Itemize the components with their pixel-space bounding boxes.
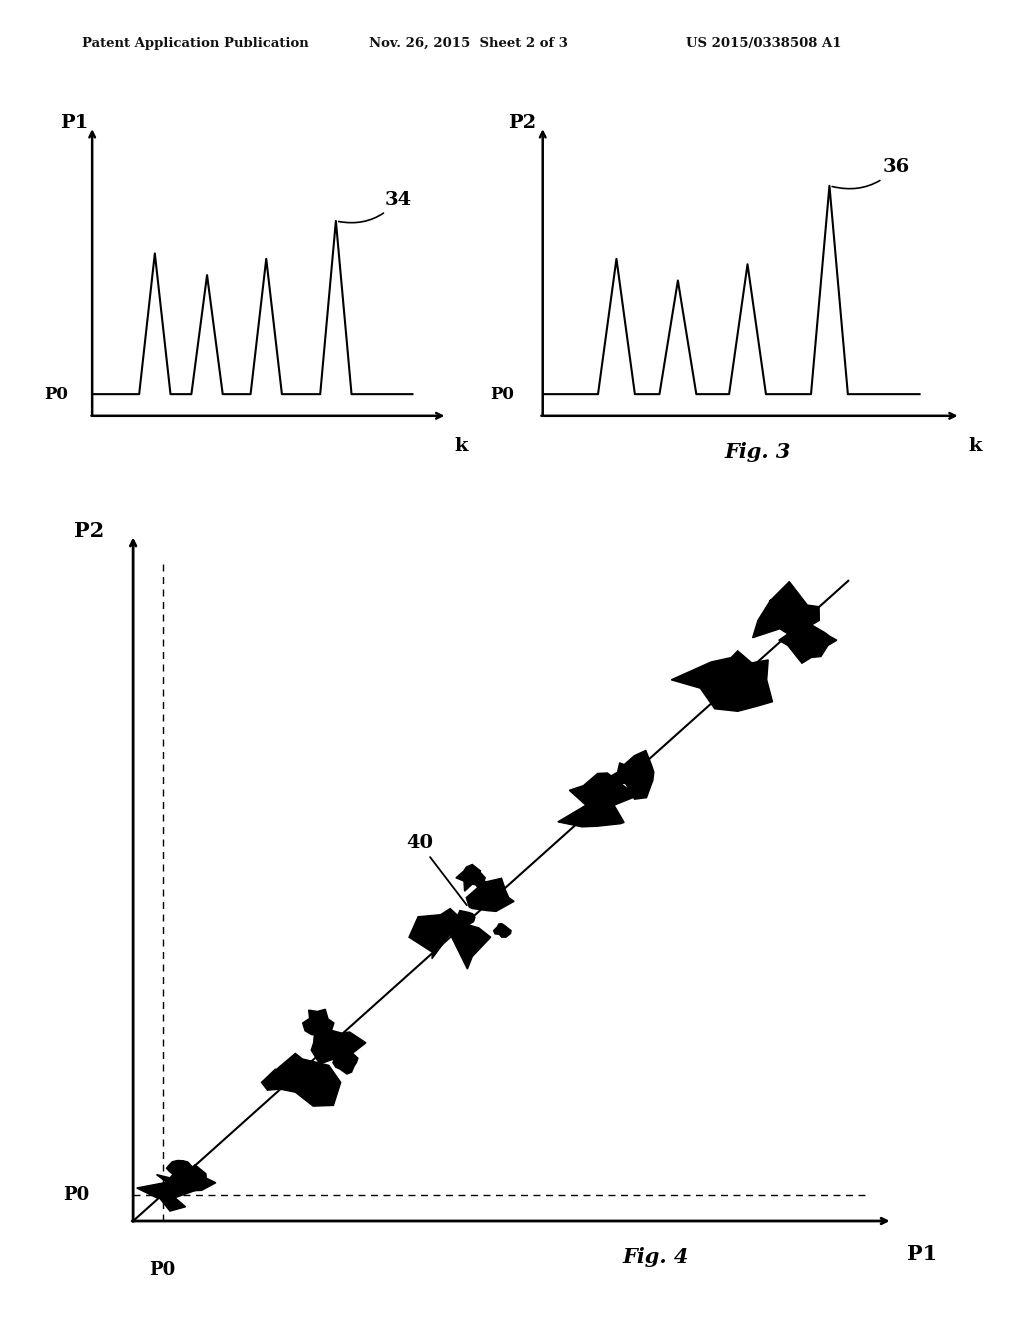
Text: Fig. 4: Fig. 4 [623,1247,688,1267]
Polygon shape [311,1023,366,1064]
Polygon shape [457,911,475,927]
Polygon shape [261,1053,341,1106]
Polygon shape [456,865,485,891]
Polygon shape [173,1164,216,1191]
Polygon shape [672,651,772,711]
Text: P0: P0 [490,385,514,403]
Text: P0: P0 [62,1185,89,1204]
Text: US 2015/0338508 A1: US 2015/0338508 A1 [686,37,842,50]
Polygon shape [494,924,511,937]
Polygon shape [167,1160,194,1179]
Text: P1: P1 [907,1243,938,1265]
Polygon shape [605,751,654,799]
Polygon shape [753,582,819,642]
Text: 36: 36 [833,158,910,189]
Polygon shape [333,1053,358,1074]
Text: Nov. 26, 2015  Sheet 2 of 3: Nov. 26, 2015 Sheet 2 of 3 [369,37,567,50]
Polygon shape [409,908,490,969]
Polygon shape [137,1168,203,1212]
Text: P2: P2 [508,114,537,132]
Polygon shape [466,878,514,911]
Text: P0: P0 [150,1261,176,1279]
Polygon shape [303,1010,334,1035]
Text: P2: P2 [74,521,104,541]
Polygon shape [558,774,637,826]
Text: Patent Application Publication: Patent Application Publication [82,37,308,50]
Text: k: k [969,437,982,455]
Text: 34: 34 [339,190,412,223]
Text: P1: P1 [60,114,89,132]
Polygon shape [779,624,837,663]
Text: k: k [455,437,468,455]
Text: 40: 40 [406,834,467,906]
Text: P0: P0 [44,385,68,403]
Text: Fig. 3: Fig. 3 [725,442,791,462]
